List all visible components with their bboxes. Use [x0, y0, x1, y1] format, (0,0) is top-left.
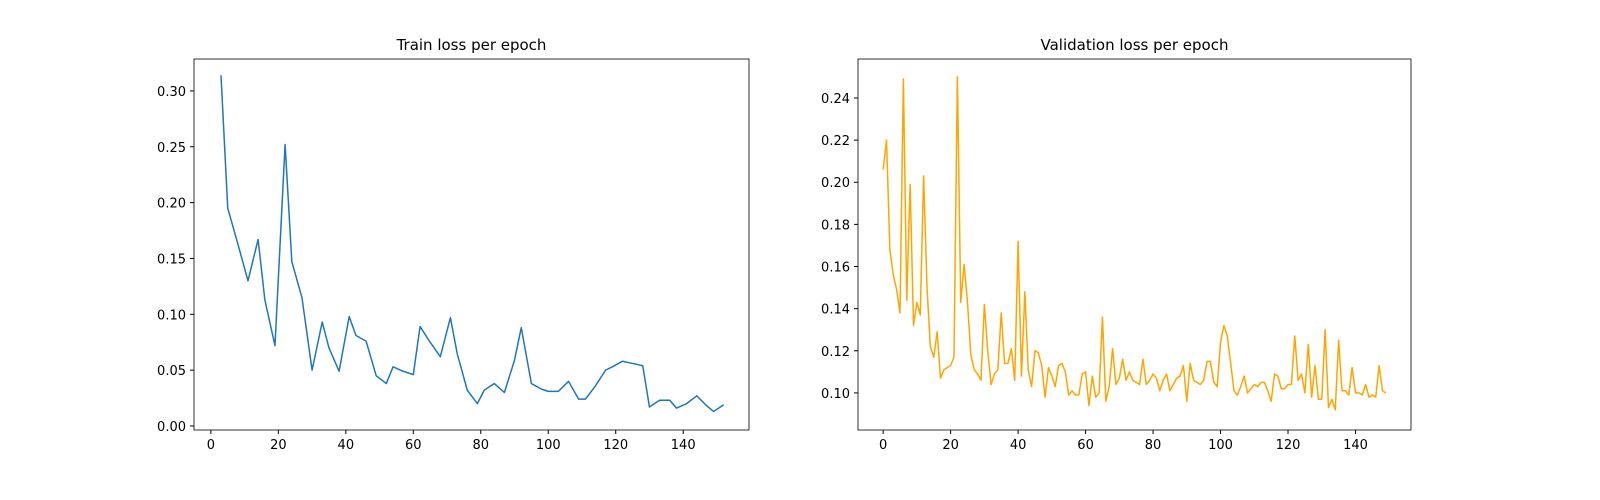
x-tick-label: 120 — [603, 438, 628, 453]
y-tick-label: 0.30 — [157, 85, 186, 100]
axes-frame — [857, 58, 1412, 431]
x-tick-label: 80 — [473, 438, 490, 453]
chart-title: Train loss per epoch — [396, 36, 547, 54]
y-tick-label: 0.10 — [157, 308, 186, 323]
x-tick-label: 20 — [942, 438, 959, 453]
y-tick-label: 0.16 — [821, 261, 850, 276]
y-tick-label: 0.00 — [157, 420, 186, 435]
x-tick-label: 40 — [1010, 438, 1027, 453]
x-tick-label: 100 — [1208, 438, 1233, 453]
y-tick-label: 0.10 — [821, 387, 850, 402]
y-tick-label: 0.22 — [821, 134, 850, 149]
x-tick-label: 40 — [338, 438, 355, 453]
y-tick-label: 0.18 — [821, 218, 850, 233]
x-tick-label: 100 — [536, 438, 561, 453]
y-tick-label: 0.20 — [821, 176, 850, 191]
x-tick-label: 60 — [1077, 438, 1094, 453]
x-tick-label: 120 — [1276, 438, 1301, 453]
x-tick-label: 140 — [1343, 438, 1368, 453]
x-tick-label: 60 — [405, 438, 422, 453]
y-tick-label: 0.12 — [821, 345, 850, 360]
y-tick-label: 0.24 — [821, 92, 850, 107]
x-tick-label: 0 — [207, 438, 215, 453]
y-tick-label: 0.05 — [157, 364, 186, 379]
x-tick-label: 0 — [879, 438, 887, 453]
y-tick-label: 0.14 — [821, 303, 850, 318]
y-tick-label: 0.25 — [157, 141, 186, 156]
loss-line — [220, 75, 725, 413]
x-tick-label: 20 — [270, 438, 287, 453]
loss-line — [882, 76, 1387, 411]
y-tick-label: 0.15 — [157, 252, 186, 267]
x-tick-label: 80 — [1145, 438, 1162, 453]
y-tick-label: 0.20 — [157, 197, 186, 212]
chart-title: Validation loss per epoch — [1041, 36, 1229, 54]
x-tick-label: 140 — [671, 438, 696, 453]
axes-frame — [193, 58, 750, 431]
